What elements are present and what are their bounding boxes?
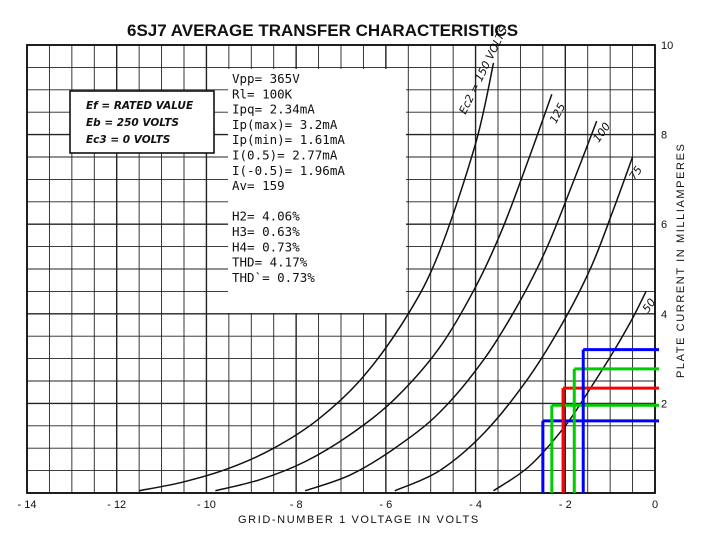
x-tick-label: - 14: [18, 499, 37, 511]
x-tick-label: - 2: [559, 499, 572, 511]
result-line: H4= 0.73%: [232, 239, 300, 254]
result-line: Av= 159: [232, 178, 285, 193]
result-line: I(0.5)= 2.77mA: [232, 148, 338, 163]
x-tick-label: - 8: [290, 499, 303, 511]
conditions-text: Ef = RATED VALUE Eb = 250 VOLTS Ec3 = 0 VO…: [86, 100, 194, 146]
y-tick-label: 2: [661, 398, 667, 410]
y-tick-label: 6: [661, 219, 667, 231]
x-tick-label: 0: [652, 499, 658, 511]
y-tick-label: 4: [661, 309, 667, 321]
x-tick-label: - 12: [107, 499, 126, 511]
result-line: Ip(max)= 3.2mA: [232, 117, 338, 132]
condition-line: Eb = 250 VOLTS: [86, 117, 179, 129]
results-box: [228, 69, 406, 313]
result-line: Vpp= 365V: [232, 71, 300, 86]
chart-title: 6SJ7 AVERAGE TRANSFER CHARACTERISTICS: [127, 21, 518, 40]
y-tick-label: 10: [661, 40, 673, 52]
result-line: THD`= 0.73%: [232, 270, 315, 285]
x-tick-label: - 4: [469, 499, 482, 511]
result-line: I(-0.5)= 1.96mA: [232, 163, 345, 178]
tick-labels: - 14 - 12 - 10 - 8 - 6 - 4 - 2 0 2 4 6 8 10: [18, 40, 674, 511]
result-line: Ip(min)= 1.61mA: [232, 132, 345, 147]
curve-4: [493, 291, 647, 492]
x-tick-label: - 10: [197, 499, 216, 511]
result-line: THD= 4.17%: [232, 255, 308, 270]
load-line-overlays: [541, 348, 659, 493]
x-tick-label: - 6: [379, 499, 392, 511]
conditions-box: [69, 90, 215, 154]
plot-frame: [26, 44, 656, 494]
y-tick-label: 8: [661, 130, 667, 142]
curve-2: [304, 120, 598, 492]
result-line: H2= 4.06%: [232, 209, 300, 224]
curve-0: [138, 62, 495, 492]
condition-line: Ef = RATED VALUE: [86, 100, 194, 112]
x-axis-label: GRID-NUMBER 1 VOLTAGE IN VOLTS: [238, 514, 480, 526]
condition-line: Ec3 = 0 VOLTS: [86, 134, 170, 146]
result-line: H3= 0.63%: [232, 224, 300, 239]
result-line: Ipq= 2.34mA: [232, 102, 315, 117]
curve-1: [215, 94, 553, 492]
curve-3: [394, 156, 634, 492]
result-line: Rl= 100K: [232, 86, 293, 101]
y-axis-label: PLATE CURRENT IN MILLIAMPERES: [675, 143, 687, 378]
